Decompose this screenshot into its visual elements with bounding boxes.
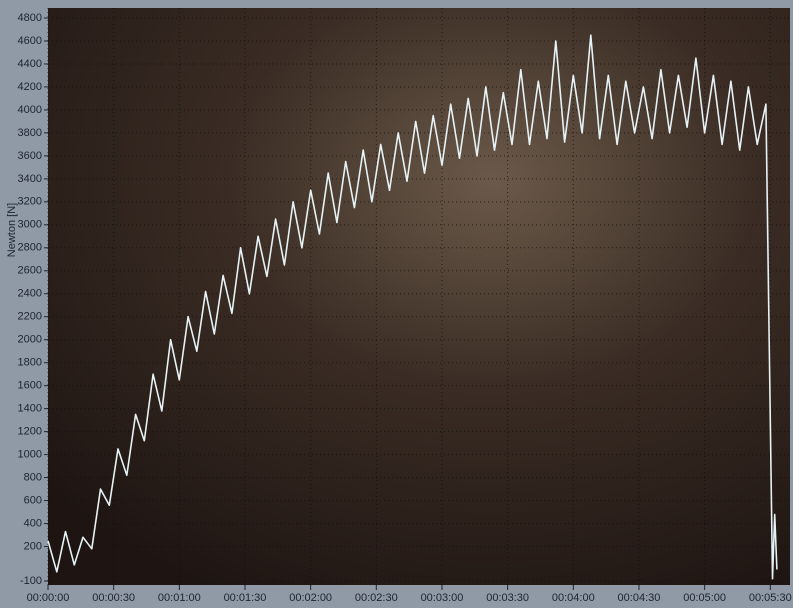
y-tick-label: 4200 — [18, 81, 42, 93]
x-tick-label: 00:02:00 — [289, 592, 332, 604]
y-tick-label: 2200 — [18, 311, 42, 323]
y-tick-label: 800 — [24, 471, 42, 483]
y-axis-label: Newton [N] — [6, 203, 18, 257]
y-tick-label: 3400 — [18, 173, 42, 185]
y-tick-label: 400 — [24, 517, 42, 529]
y-tick-label: 2000 — [18, 334, 42, 346]
y-tick-label: 3200 — [18, 196, 42, 208]
y-tick-label: 3600 — [18, 150, 42, 162]
x-tick-label: 00:03:30 — [486, 592, 529, 604]
y-tick-label: 4000 — [18, 104, 42, 116]
y-tick-label: 2600 — [18, 265, 42, 277]
x-tick-label: 00:05:00 — [683, 592, 726, 604]
x-tick-label: 00:04:00 — [552, 592, 595, 604]
y-tick-label: 1000 — [18, 449, 42, 461]
x-tick-label: 00:00:00 — [27, 592, 70, 604]
x-tick-label: 00:03:00 — [421, 592, 464, 604]
y-tick-label: 2400 — [18, 288, 42, 300]
y-tick-label: 600 — [24, 494, 42, 506]
x-tick-label: 00:04:30 — [618, 592, 661, 604]
y-tick-label: 4800 — [18, 12, 42, 24]
y-tick-label: 1400 — [18, 403, 42, 415]
y-tick-label: 1200 — [18, 426, 42, 438]
y-tick-label: 2800 — [18, 242, 42, 254]
y-tick-label: 4600 — [18, 35, 42, 47]
y-tick-label: 3000 — [18, 219, 42, 231]
plot-area — [48, 8, 790, 585]
y-tick-label: 200 — [24, 540, 42, 552]
y-tick-label: 4400 — [18, 58, 42, 70]
y-tick-label: 1800 — [18, 357, 42, 369]
x-tick-label: 00:00:30 — [92, 592, 135, 604]
y-tick-label: 1600 — [18, 380, 42, 392]
x-tick-label: 00:01:30 — [224, 592, 267, 604]
y-tick-label: -100 — [20, 575, 42, 587]
x-tick-label: 00:05:30 — [749, 592, 792, 604]
chart: Newton [N] -100 200 400 600 800 1000 1200 1400 1… — [0, 0, 793, 608]
y-tick-label: 3800 — [18, 127, 42, 139]
x-tick-label: 00:01:00 — [158, 592, 201, 604]
x-tick-label: 00:02:30 — [355, 592, 398, 604]
